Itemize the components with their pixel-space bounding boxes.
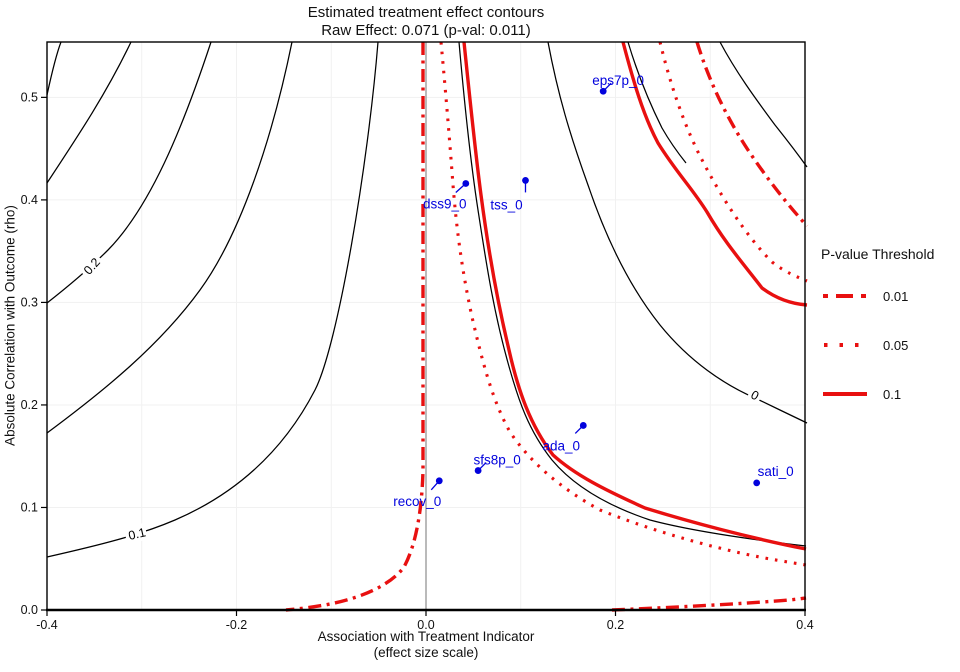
pvalue-0.05-contour [439,41,807,567]
pvalue-0.1-contour [462,41,807,551]
x-tick-label: -0.2 [226,618,248,632]
covariate-point [435,477,443,485]
axis-ticks: -0.4 -0.2 0.0 0.2 0.4 0.0 0.1 0.2 0.3 0.4 0.5 [21,90,814,632]
x-axis-title: Association with Treatment Indicator (ef… [47,629,805,661]
contour-level-label: 0.1 [127,525,147,543]
contour-level-label: 0 [749,388,762,404]
pvalue-0.1-contour [621,41,808,307]
pvalue-0.01-contour [285,42,425,612]
covariate-point [753,479,761,487]
legend-item-label: 0.1 [883,386,902,402]
contour-line [46,41,62,96]
y-tick-label: 0.5 [21,90,38,104]
x-tick-label: -0.4 [36,618,58,632]
covariate-point [579,422,587,429]
x-tick-label: 0.2 [607,618,624,632]
y-tick-label: 0.4 [21,193,38,207]
legend-item-label: 0.01 [883,288,909,304]
effect-contours-black [46,41,808,558]
contour-line-0.2 [46,41,212,304]
contour-line-0 [547,41,808,424]
covariate-points: eps7p_0 dss9_0 tss_0 ada_0 sfs8p_0 recov_0 sat… [393,73,793,509]
covariate-point-label: recov_0 [393,494,441,509]
legend-item-label: 0.05 [883,337,909,353]
covariate-point [522,177,529,184]
y-tick-label: 0.3 [21,295,38,309]
covariate-point [474,467,482,474]
solid-line-icon [823,392,867,396]
y-tick-label: 0.2 [21,398,38,412]
contour-line [46,41,132,184]
pvalue-0.01-contour [695,41,809,228]
x-axis-title-line2: (effect size scale) [373,645,479,660]
contour-line [719,41,808,168]
y-axis-title: Absolute Correlation with Outcome (rho) [2,205,18,446]
chart-subtitle: Raw Effect: 0.071 (p-val: 0.011) [321,22,531,39]
contour-line [627,41,687,164]
contour-line-0.1 [46,41,379,558]
covariate-point-label: eps7p_0 [592,73,644,88]
y-tick-label: 0.0 [21,603,38,617]
covariate-point-label: dss9_0 [423,196,467,211]
dotted-line-icon [824,343,867,347]
x-tick-label: 0.4 [796,618,813,632]
covariate-point-label: sfs8p_0 [473,453,520,468]
legend-item-0.05: 0.05 [821,335,957,355]
pvalue-threshold-contours [285,41,809,612]
covariate-point-label: sati_0 [758,464,794,479]
pvalue-0.01-contour [611,596,807,612]
dashdot-line-icon [823,294,867,298]
contour-line [46,41,293,434]
pvalue-0.05-contour [658,41,808,283]
legend-item-0.1: 0.1 [821,384,957,404]
covariate-point-label: ada_0 [543,438,581,453]
contour-line-0.05 [458,41,807,547]
x-tick-label: 0.0 [417,618,434,632]
covariate-point [462,180,470,187]
legend-title: P-value Threshold [821,246,935,262]
chart-title: Estimated treatment effect contours [307,4,545,21]
covariate-point-label: tss_0 [490,197,522,212]
title-block: Estimated treatment effect contours Raw … [47,4,805,40]
y-tick-label: 0.1 [21,500,38,514]
legend-item-0.01: 0.01 [821,286,957,306]
covariate-point [599,87,607,95]
x-axis-title-line1: Association with Treatment Indicator [317,629,535,644]
legend: P-value Threshold 0.01 0.05 0.1 [821,246,957,433]
